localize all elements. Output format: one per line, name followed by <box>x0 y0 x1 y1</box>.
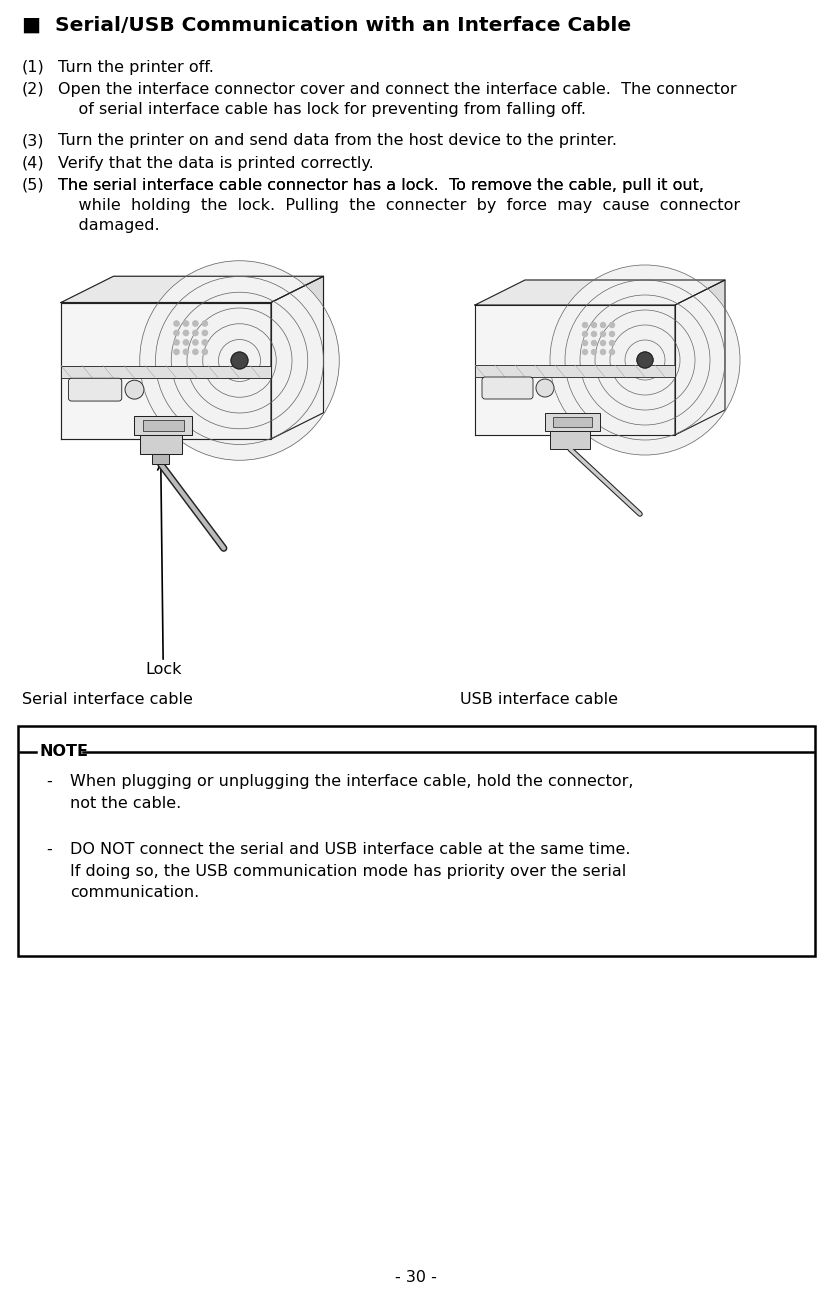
Text: Turn the printer on and send data from the host device to the printer.: Turn the printer on and send data from t… <box>58 133 617 147</box>
Circle shape <box>550 265 740 455</box>
Text: (4): (4) <box>22 156 45 171</box>
Circle shape <box>601 331 606 336</box>
Circle shape <box>582 349 587 355</box>
Circle shape <box>140 261 339 460</box>
Bar <box>134 416 192 434</box>
Circle shape <box>174 349 179 355</box>
Bar <box>18 726 815 956</box>
Text: -: - <box>46 775 52 789</box>
Circle shape <box>125 381 144 399</box>
Circle shape <box>231 352 248 369</box>
Circle shape <box>174 340 179 346</box>
Circle shape <box>231 352 248 369</box>
Circle shape <box>582 322 587 327</box>
Text: The serial interface cable connector has a lock.  To remove the cable, pull it o: The serial interface cable connector has… <box>58 179 704 193</box>
Circle shape <box>591 331 596 336</box>
Text: Verify that the data is printed correctly.: Verify that the data is printed correctl… <box>58 156 374 171</box>
Circle shape <box>183 349 188 355</box>
Bar <box>553 417 592 426</box>
Bar <box>140 434 182 454</box>
Circle shape <box>192 349 198 355</box>
Text: DO NOT connect the serial and USB interface cable at the same time.
If doing so,: DO NOT connect the serial and USB interf… <box>70 842 631 900</box>
Polygon shape <box>61 303 271 439</box>
Circle shape <box>536 379 554 396</box>
Circle shape <box>637 352 653 368</box>
Polygon shape <box>475 280 725 305</box>
Bar <box>475 365 675 377</box>
Circle shape <box>582 340 587 346</box>
Text: NOTE: NOTE <box>40 745 89 759</box>
Circle shape <box>183 321 188 326</box>
Circle shape <box>610 340 615 346</box>
Circle shape <box>601 349 606 355</box>
Bar <box>545 413 600 432</box>
Circle shape <box>192 321 198 326</box>
Bar <box>143 420 184 430</box>
Text: (1): (1) <box>22 60 45 76</box>
Circle shape <box>192 340 198 346</box>
Polygon shape <box>675 280 725 436</box>
Circle shape <box>202 349 207 355</box>
Text: Turn the printer off.: Turn the printer off. <box>58 60 214 76</box>
Bar <box>550 432 590 449</box>
Circle shape <box>183 340 188 346</box>
Text: ■  Serial/USB Communication with an Interface Cable: ■ Serial/USB Communication with an Inter… <box>22 16 631 35</box>
FancyBboxPatch shape <box>482 377 533 399</box>
Text: Open the interface connector cover and connect the interface cable.  The connect: Open the interface connector cover and c… <box>58 82 736 117</box>
Circle shape <box>202 340 207 346</box>
Circle shape <box>601 340 606 346</box>
Text: USB interface cable: USB interface cable <box>460 692 618 707</box>
Text: Lock: Lock <box>145 464 182 677</box>
Circle shape <box>637 352 653 368</box>
Circle shape <box>610 349 615 355</box>
Circle shape <box>183 330 188 335</box>
Circle shape <box>591 340 596 346</box>
Text: (3): (3) <box>22 133 44 147</box>
Bar <box>61 365 271 378</box>
Circle shape <box>174 321 179 326</box>
Circle shape <box>610 331 615 336</box>
Bar <box>152 454 169 464</box>
Text: -: - <box>46 842 52 857</box>
Text: When plugging or unplugging the interface cable, hold the connector,
not the cab: When plugging or unplugging the interfac… <box>70 775 634 811</box>
Text: (5): (5) <box>22 179 45 193</box>
Circle shape <box>601 322 606 327</box>
Polygon shape <box>475 305 675 436</box>
Polygon shape <box>271 276 323 439</box>
Polygon shape <box>61 276 323 303</box>
Circle shape <box>174 330 179 335</box>
Circle shape <box>192 330 198 335</box>
Circle shape <box>591 322 596 327</box>
FancyBboxPatch shape <box>68 378 122 402</box>
Text: (2): (2) <box>22 82 45 96</box>
Circle shape <box>610 322 615 327</box>
Circle shape <box>591 349 596 355</box>
Text: - 30 -: - 30 - <box>395 1270 437 1284</box>
Circle shape <box>202 330 207 335</box>
Text: The serial interface cable connector has a lock.  To remove the cable, pull it o: The serial interface cable connector has… <box>58 179 741 233</box>
Text: Serial interface cable: Serial interface cable <box>22 692 193 707</box>
Circle shape <box>202 321 207 326</box>
Circle shape <box>582 331 587 336</box>
